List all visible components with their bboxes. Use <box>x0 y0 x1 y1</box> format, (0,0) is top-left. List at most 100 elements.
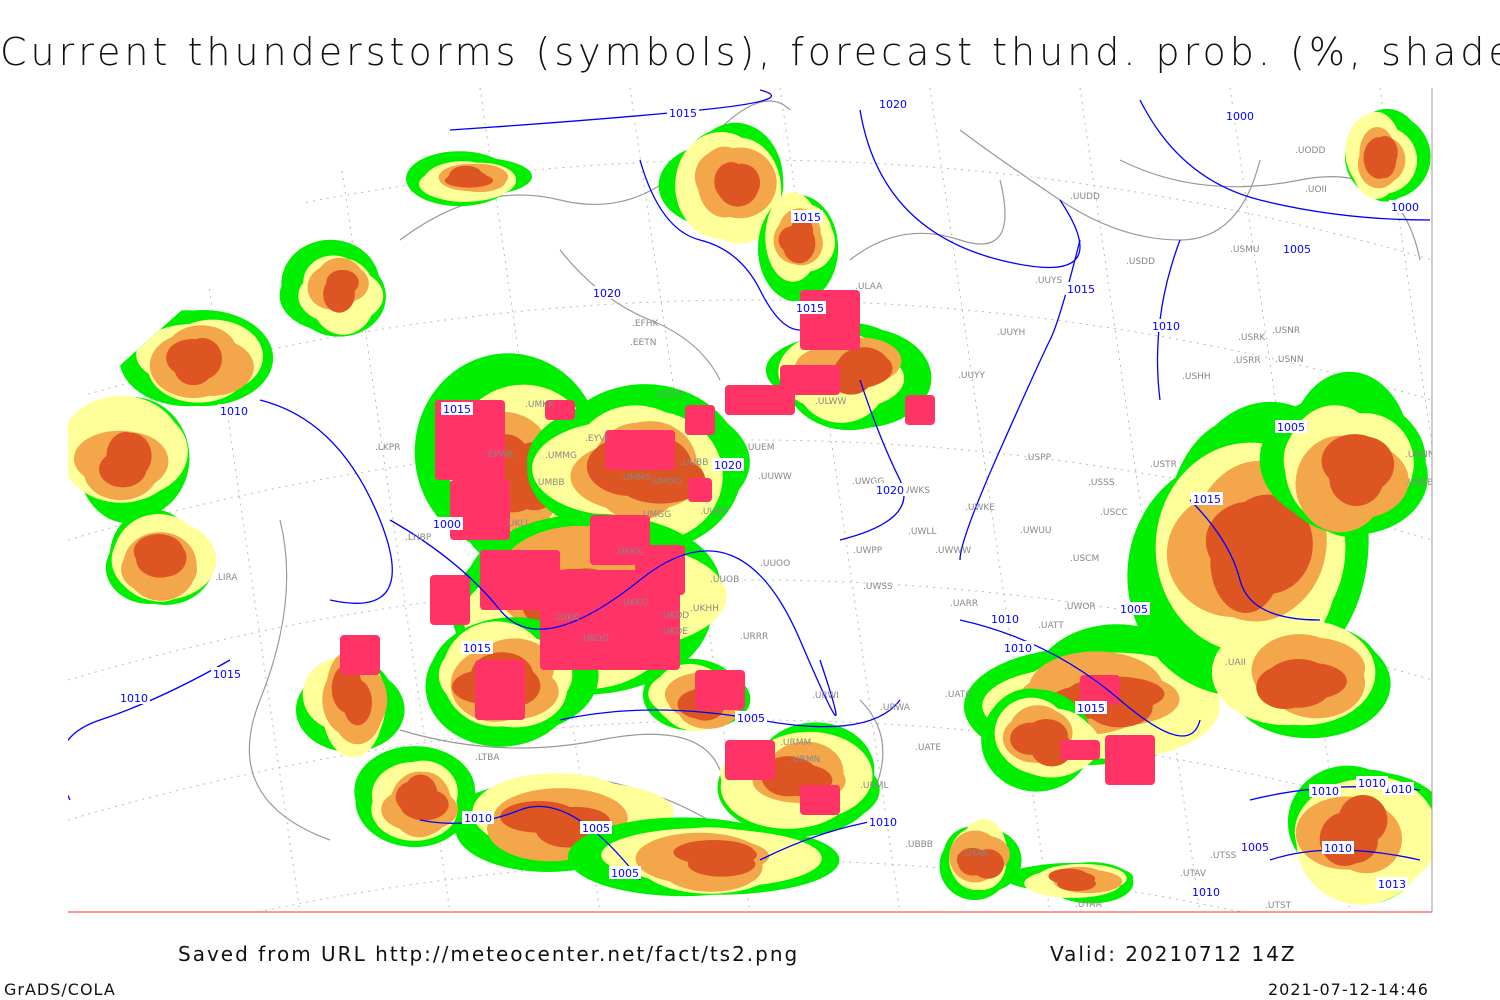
station-label: .USCC <box>1100 508 1128 518</box>
station-label: .UWOR <box>1064 602 1096 612</box>
isobar-label: 1000 <box>1391 201 1419 214</box>
station-label: .USCM <box>1070 554 1099 564</box>
isobar <box>1139 99 1431 221</box>
isobar <box>419 805 641 881</box>
station-label: .UUOO <box>760 559 790 569</box>
isobar-labels: 1015 1020 1000 1015 1000 1005 1015 1020 1010 1015… <box>118 97 1421 899</box>
station-label: .UNNN <box>1405 450 1435 460</box>
isobar-label: 1015 <box>1067 283 1095 296</box>
station-label: .UATE <box>915 743 941 753</box>
probability-area <box>1329 450 1384 506</box>
station-label: .ULWW <box>815 397 847 407</box>
station-label: .UUDD <box>1070 192 1100 202</box>
isobar <box>68 659 231 801</box>
isobar-label: 1005 <box>1120 603 1148 616</box>
station-label: .EPWA <box>485 450 514 460</box>
station-label: .UKKG <box>620 598 648 608</box>
thunderstorm-cluster <box>780 365 840 395</box>
thunderstorm-cluster <box>450 480 510 540</box>
probability-area <box>136 540 185 578</box>
thunderstorm-cluster <box>725 740 775 780</box>
probability-area <box>331 664 363 713</box>
station-label: .URML <box>860 781 888 791</box>
station-label: .UMBB <box>535 478 565 488</box>
isobar-label: 1015 <box>463 642 491 655</box>
station-label: .UBBB <box>905 840 933 850</box>
probability-area <box>1048 868 1089 884</box>
station-label: .USNR <box>1272 326 1300 336</box>
isobar-label: 1015 <box>213 668 241 681</box>
station-label: .UARR <box>950 599 978 609</box>
isobar-label: 1005 <box>737 712 765 725</box>
isobar-label: 1010 <box>1324 842 1352 855</box>
thunderstorm-cluster <box>1060 740 1100 760</box>
station-labels: .UUDD .USDD .USMU .UOII .UODD .UUYS .UUYH .UUYY… <box>215 146 1435 911</box>
station-label: .UWWW <box>935 546 971 556</box>
station-label: .LHBP <box>405 533 432 543</box>
station-label: .USRR <box>1233 356 1261 366</box>
station-label: .EETN <box>630 338 656 348</box>
station-label: .UUBB <box>680 458 708 468</box>
probability-area <box>182 337 222 380</box>
thunderstorm-cluster <box>725 385 795 415</box>
coastline <box>849 179 1006 261</box>
station-label: .UKDE <box>660 627 688 637</box>
station-label: .USTR <box>1150 460 1177 470</box>
station-label: .UTAV <box>1180 869 1207 879</box>
station-label: .URMM <box>780 738 811 748</box>
station-label: .URWI <box>812 691 839 701</box>
station-label: .UWLL <box>908 527 936 537</box>
probability-area <box>99 451 147 488</box>
isobar <box>839 379 905 541</box>
thunderstorm-cluster <box>905 395 935 425</box>
coastline <box>248 519 331 841</box>
isobar <box>959 619 1201 737</box>
probability-area <box>1256 665 1314 710</box>
isobar-label: 1015 <box>793 211 821 224</box>
station-label: .UWPP <box>853 546 883 556</box>
valid-time: Valid: 20210712 14Z <box>1050 942 1297 966</box>
thunderstorm-cluster <box>340 635 380 675</box>
thunderstorm-cluster <box>635 545 685 595</box>
station-label: .UNBB <box>1405 478 1434 488</box>
isobar-label: 1010 <box>1358 777 1386 790</box>
station-label: .UAII <box>1225 658 1246 668</box>
station-label: .USHH <box>1182 372 1211 382</box>
isobar-label: 1010 <box>1384 783 1412 796</box>
isobar <box>639 159 801 331</box>
station-label: .ULAA <box>855 282 883 292</box>
station-label: .EFHK <box>632 319 659 329</box>
station-label: .ULOO <box>655 390 683 400</box>
isobar-label: 1020 <box>714 459 742 472</box>
thunderstorm-cluster <box>475 660 525 720</box>
isobar-label: 1013 <box>1378 878 1406 891</box>
station-label: .USMU <box>1230 245 1260 255</box>
station-label: .UKKK <box>615 547 643 557</box>
thunderstorm-cluster <box>1105 735 1155 785</box>
station-label: .UTAA <box>1075 900 1103 910</box>
thunderstorm-cluster <box>435 400 505 480</box>
probability-area <box>1205 501 1295 581</box>
station-label: .LIRA <box>215 573 238 583</box>
station-label: .UUBP <box>700 507 728 517</box>
station-label: .USDD <box>1126 257 1155 267</box>
probability-area <box>395 781 432 813</box>
isobar-label: 1020 <box>593 287 621 300</box>
map-title: Current thunderstorms (symbols), forecas… <box>0 30 1500 74</box>
station-label: .UTSS <box>1210 851 1237 861</box>
isobar-label: 1010 <box>1311 785 1339 798</box>
station-label: .UKLL <box>505 519 530 529</box>
render-timestamp: 2021-07-12-14:46 <box>1268 980 1429 999</box>
station-label: .UUWW <box>758 472 792 482</box>
isobar-label: 1015 <box>796 302 824 315</box>
isobar-label: 1010 <box>1192 886 1220 899</box>
isobar-label: 1005 <box>611 867 639 880</box>
station-label: .UKDD <box>660 611 689 621</box>
isobar-label: 1005 <box>582 822 610 835</box>
thunderstorm-cluster <box>800 290 860 350</box>
station-label: .USRK <box>1238 333 1266 343</box>
station-label: .UMMG <box>545 451 577 461</box>
station-label: .UUYY <box>958 371 986 381</box>
station-label: .UMKK <box>525 400 555 410</box>
